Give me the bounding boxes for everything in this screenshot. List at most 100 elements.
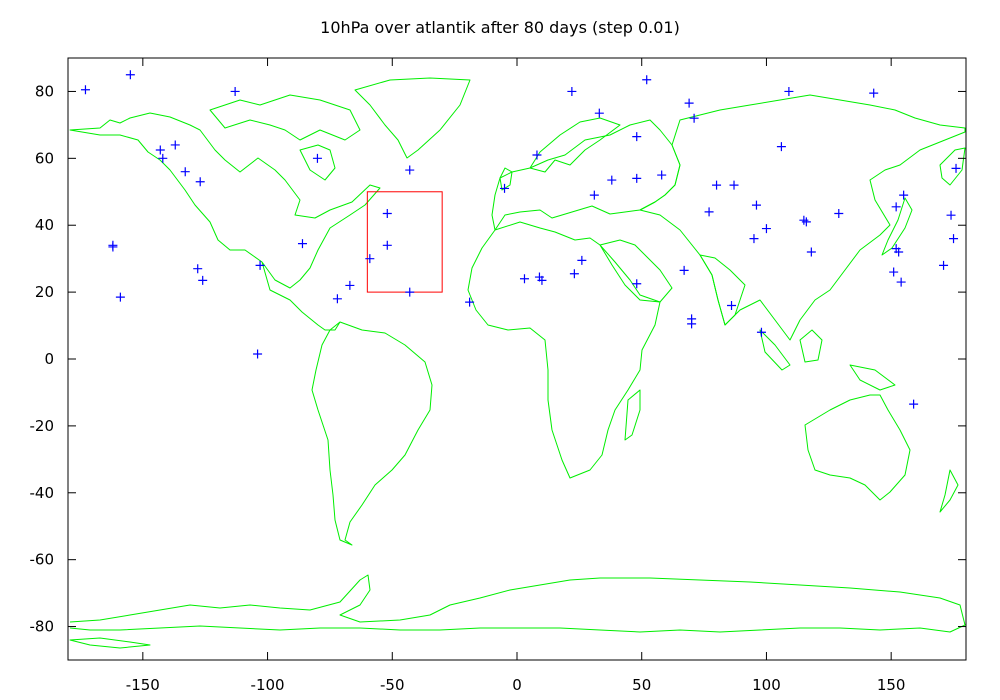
- data-point: [158, 153, 168, 163]
- coastline-hudson-bay: [299, 144, 336, 181]
- coastline-australia: [804, 394, 911, 501]
- axes-layer: -150 -100 -50 0 50 100 150 80 60 40 20 0 -20 -40 -60 -8…: [30, 57, 967, 694]
- data-point: [949, 234, 959, 244]
- data-point: [632, 132, 642, 142]
- data-point: [632, 279, 642, 289]
- data-point: [312, 153, 322, 163]
- data-point: [657, 170, 667, 180]
- y-tick-label: 60: [35, 149, 54, 167]
- coastline-north-america: [69, 112, 381, 289]
- data-point: [80, 85, 90, 95]
- data-point: [801, 217, 811, 227]
- data-point: [756, 327, 766, 337]
- data-point: [519, 274, 529, 284]
- points-layer: [80, 70, 961, 409]
- coastline-antarctica: [69, 574, 966, 633]
- data-point: [180, 167, 190, 177]
- data-point: [684, 98, 694, 108]
- data-point: [569, 269, 579, 279]
- data-point: [896, 277, 906, 287]
- data-point: [255, 260, 265, 270]
- data-point: [891, 202, 901, 212]
- data-point: [704, 207, 714, 217]
- data-point: [776, 142, 786, 152]
- y-tick-label: -20: [30, 417, 55, 435]
- coastline-kamchatka: [939, 147, 966, 186]
- coastline-arctic-canada: [209, 94, 361, 141]
- data-point: [465, 297, 475, 307]
- y-tick-label: -80: [30, 618, 55, 636]
- coastline-arabia: [599, 239, 673, 303]
- data-point: [799, 215, 809, 225]
- data-point: [899, 190, 909, 200]
- data-point: [532, 150, 542, 160]
- y-tick-label: 20: [35, 283, 54, 301]
- data-point: [751, 200, 761, 210]
- x-tick-label: -100: [251, 676, 285, 694]
- data-point: [382, 209, 392, 219]
- data-point: [687, 319, 697, 329]
- coastline-new-zealand: [939, 469, 959, 513]
- data-point: [806, 247, 816, 257]
- data-point: [632, 173, 642, 183]
- coastline-europe: [491, 119, 681, 231]
- data-point: [594, 108, 604, 118]
- data-point: [607, 175, 617, 185]
- plot-frame: [67, 57, 967, 661]
- coastline-british-isles: [499, 167, 513, 191]
- data-point: [195, 177, 205, 187]
- coastline-madagascar: [624, 389, 641, 441]
- region-box: [366, 191, 443, 293]
- x-tick-label: -50: [380, 676, 405, 694]
- y-tick-label: 80: [35, 82, 54, 100]
- data-point: [115, 292, 125, 302]
- coastline-borneo: [799, 329, 823, 363]
- data-point: [939, 260, 949, 270]
- x-tick-label: 150: [877, 676, 906, 694]
- coastline-scandinavia: [529, 117, 621, 173]
- coastline-greenland: [354, 77, 471, 159]
- data-point: [253, 349, 263, 359]
- data-point: [894, 247, 904, 257]
- data-point: [869, 88, 879, 98]
- data-point: [577, 255, 587, 265]
- data-point: [889, 267, 899, 277]
- data-point: [567, 86, 577, 96]
- data-point: [193, 264, 203, 274]
- y-tick-label: 40: [35, 216, 54, 234]
- data-point: [727, 300, 737, 310]
- data-point: [405, 287, 415, 297]
- data-point: [125, 70, 135, 80]
- coastline-antarctic-peninsula: [69, 637, 151, 649]
- coastline-new-guinea: [849, 364, 896, 391]
- data-point: [297, 239, 307, 249]
- data-point: [761, 224, 771, 234]
- data-point: [382, 240, 392, 250]
- data-point: [108, 242, 118, 252]
- coastline-central-america: [261, 261, 341, 331]
- data-point: [230, 86, 240, 96]
- x-tick-label: 50: [632, 676, 651, 694]
- x-tick-label: 0: [512, 676, 522, 694]
- data-point: [642, 75, 652, 85]
- data-point: [834, 209, 844, 219]
- coastline-africa: [467, 221, 661, 479]
- data-point: [345, 280, 355, 290]
- data-point: [951, 163, 961, 173]
- chart-title: 10hPa over atlantik after 80 days (step …: [320, 18, 680, 37]
- coastline-south-america: [311, 321, 433, 546]
- data-point: [155, 145, 165, 155]
- coastline-india: [699, 254, 746, 326]
- y-tick-label: -40: [30, 484, 55, 502]
- data-point: [500, 183, 510, 193]
- data-point: [909, 399, 919, 409]
- coastline-layer: [69, 77, 966, 649]
- data-point: [689, 113, 699, 123]
- data-point: [170, 140, 180, 150]
- x-tick-label: -150: [126, 676, 160, 694]
- data-point: [784, 86, 794, 96]
- coastline-asia: [639, 94, 966, 341]
- data-point: [679, 265, 689, 275]
- y-tick-label: -60: [30, 551, 55, 569]
